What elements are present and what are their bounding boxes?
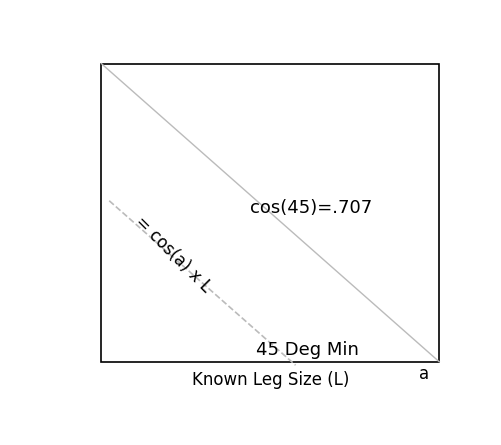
Text: = cos(a) x L: = cos(a) x L bbox=[132, 212, 215, 295]
Text: Known Leg Size (L): Known Leg Size (L) bbox=[192, 371, 349, 389]
Bar bbox=[101, 64, 439, 362]
Text: cos(45)=.707: cos(45)=.707 bbox=[250, 198, 372, 217]
Text: 45 Deg Min: 45 Deg Min bbox=[256, 341, 359, 359]
Text: a: a bbox=[419, 365, 429, 383]
